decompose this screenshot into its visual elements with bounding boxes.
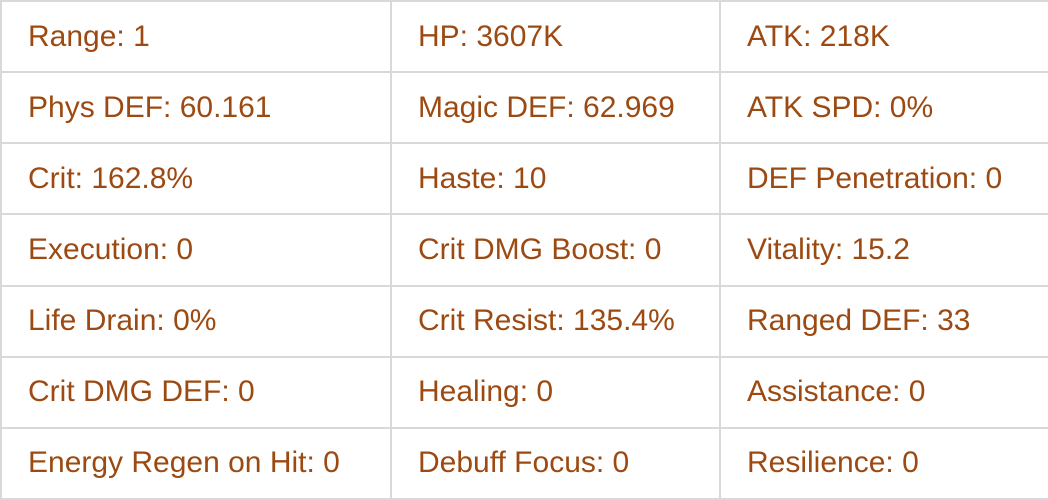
stats-row: Life Drain: 0% Crit Resist: 135.4% Ranged …: [0, 284, 1048, 358]
stat-cell: Vitality: 15.2: [719, 213, 1048, 287]
stat-cell: Assistance: 0: [719, 355, 1048, 429]
stat-cell: Life Drain: 0%: [0, 284, 392, 358]
stats-row: Execution: 0 Crit DMG Boost: 0 Vitality: 1…: [0, 213, 1048, 287]
stat-cell: Magic DEF: 62.969: [390, 71, 721, 145]
stats-row: Phys DEF: 60.161 Magic DEF: 62.969 ATK SPD…: [0, 71, 1048, 145]
stat-cell: Haste: 10: [390, 142, 721, 216]
stat-cell: Phys DEF: 60.161: [0, 71, 392, 145]
stats-row: Energy Regen on Hit: 0 Debuff Focus: 0 Res…: [0, 426, 1048, 500]
stat-cell: Ranged DEF: 33: [719, 284, 1048, 358]
stat-cell: Crit Resist: 135.4%: [390, 284, 721, 358]
stat-cell: DEF Penetration: 0: [719, 142, 1048, 216]
stat-cell: Healing: 0: [390, 355, 721, 429]
stat-cell: Execution: 0: [0, 213, 392, 287]
stats-row: Crit DMG DEF: 0 Healing: 0 Assistance: 0: [0, 355, 1048, 429]
stat-cell: ATK: 218K: [719, 0, 1048, 74]
stat-cell: Energy Regen on Hit: 0: [0, 426, 392, 500]
stat-cell: HP: 3607K: [390, 0, 721, 74]
stat-cell: Crit: 162.8%: [0, 142, 392, 216]
stat-cell: Range: 1: [0, 0, 392, 74]
stat-cell: Crit DMG Boost: 0: [390, 213, 721, 287]
stat-cell: Resilience: 0: [719, 426, 1048, 500]
stats-row: Range: 1 HP: 3607K ATK: 218K: [0, 0, 1048, 74]
stats-row: Crit: 162.8% Haste: 10 DEF Penetration: 0: [0, 142, 1048, 216]
stat-cell: Debuff Focus: 0: [390, 426, 721, 500]
stat-cell: Crit DMG DEF: 0: [0, 355, 392, 429]
stat-cell: ATK SPD: 0%: [719, 71, 1048, 145]
